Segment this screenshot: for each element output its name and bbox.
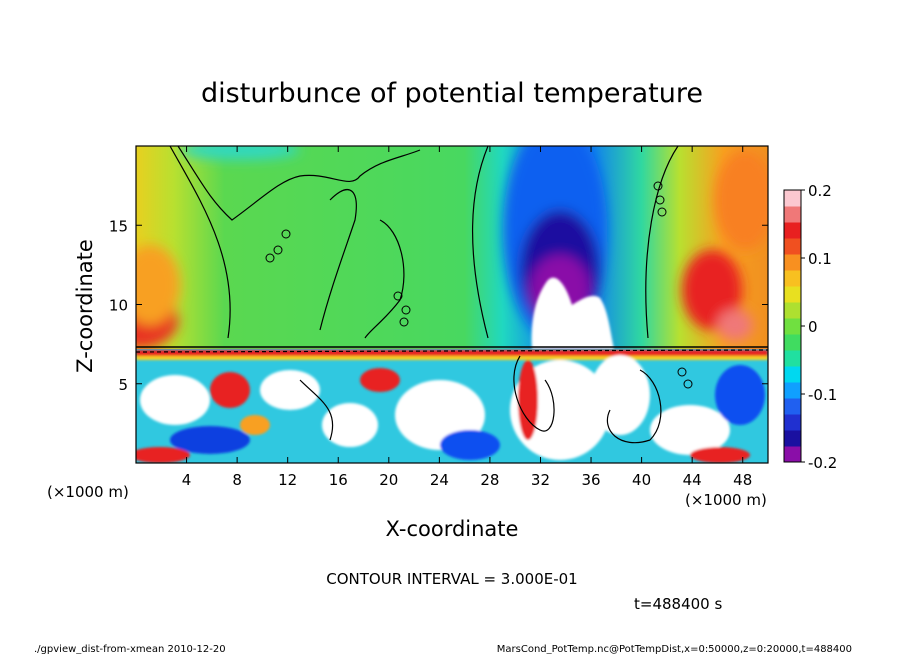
colorbar-tick-label: 0 bbox=[808, 318, 818, 336]
colorbar-band bbox=[784, 254, 801, 271]
colorbar-band bbox=[784, 446, 801, 463]
y-tick-label: 15 bbox=[109, 217, 128, 235]
x-tick-label: 36 bbox=[581, 471, 600, 489]
colorbar-tick-label: 0.2 bbox=[808, 182, 832, 200]
colorbar-band bbox=[784, 190, 801, 207]
x-axis-ticks: 4 8 12 16 20 24 28 32 36 40 44 48 bbox=[182, 146, 752, 489]
colorbar-band bbox=[784, 414, 801, 431]
field-blobs bbox=[136, 146, 768, 348]
contour-interval-text: CONTOUR INTERVAL = 3.000E-01 bbox=[326, 570, 577, 588]
y-axis-label: Z-coordinate bbox=[73, 239, 97, 373]
colorbar bbox=[784, 190, 801, 463]
colorbar-tick-label: -0.1 bbox=[808, 386, 837, 404]
x-tick-label: 40 bbox=[632, 471, 651, 489]
x-tick-label: 24 bbox=[430, 471, 449, 489]
top-cyan-blob bbox=[180, 146, 300, 160]
x-unit-label-left: (×1000 m) bbox=[47, 483, 129, 501]
y-tick-label: 10 bbox=[109, 297, 128, 315]
colorbar-band bbox=[784, 270, 801, 287]
y-axis-ticks: 5 10 15 bbox=[109, 217, 768, 394]
x-tick-label: 32 bbox=[531, 471, 550, 489]
colorbar-band bbox=[784, 222, 801, 239]
footer-left: ./gpview_dist-from-xmean 2010-12-20 bbox=[34, 644, 226, 654]
x-axis-label: X-coordinate bbox=[386, 517, 519, 541]
upper-field bbox=[136, 146, 768, 349]
colorbar-tick-label: 0.1 bbox=[808, 250, 832, 268]
colorbar-band bbox=[784, 334, 801, 351]
colorbar-band bbox=[784, 398, 801, 415]
white-plume bbox=[531, 277, 614, 349]
lower-turbulence bbox=[136, 350, 768, 463]
x-tick-label: 12 bbox=[278, 471, 297, 489]
x-tick-label: 16 bbox=[329, 471, 348, 489]
plot-area bbox=[136, 146, 768, 463]
colorbar-tick-label: -0.2 bbox=[808, 454, 837, 472]
contour-circles bbox=[265, 181, 693, 389]
footer-right: MarsCond_PotTemp.nc@PotTempDist,x=0:5000… bbox=[497, 644, 852, 654]
colorbar-band bbox=[784, 238, 801, 255]
colorbar-band bbox=[784, 382, 801, 399]
colorbar-band bbox=[784, 430, 801, 447]
right-red-blob bbox=[682, 250, 742, 330]
colorbar-band bbox=[784, 302, 801, 319]
x-tick-label: 44 bbox=[683, 471, 702, 489]
colorbar-band bbox=[784, 366, 801, 383]
colorbar-band bbox=[784, 286, 801, 303]
x-unit-label-right: (×1000 m) bbox=[685, 491, 767, 509]
right-orange-blob bbox=[715, 150, 768, 250]
colorbar-band bbox=[784, 206, 801, 223]
right-pink-blob bbox=[717, 309, 753, 341]
x-tick-label: 48 bbox=[733, 471, 752, 489]
y-tick-label: 5 bbox=[118, 376, 128, 394]
chart-title: disturbunce of potential temperature bbox=[201, 78, 703, 109]
x-tick-label: 20 bbox=[379, 471, 398, 489]
left-orange-blob bbox=[136, 245, 180, 325]
x-tick-label: 4 bbox=[182, 471, 192, 489]
time-text: t=488400 s bbox=[634, 595, 722, 613]
x-tick-label: 28 bbox=[480, 471, 499, 489]
x-tick-label: 8 bbox=[232, 471, 242, 489]
colorbar-ticks: 0.2 0.1 0 -0.1 -0.2 bbox=[801, 182, 837, 472]
colorbar-band bbox=[784, 350, 801, 367]
contour-lines bbox=[136, 146, 768, 444]
colorbar-band bbox=[784, 318, 801, 335]
